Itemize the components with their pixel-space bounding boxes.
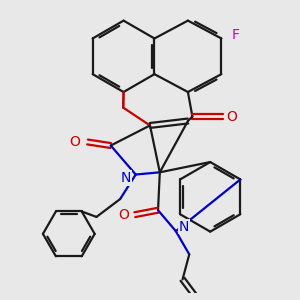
Text: N: N xyxy=(121,171,131,185)
Text: F: F xyxy=(232,28,240,42)
Text: O: O xyxy=(226,110,237,124)
Text: N: N xyxy=(179,220,189,234)
Text: O: O xyxy=(118,208,129,222)
Text: O: O xyxy=(70,135,80,149)
